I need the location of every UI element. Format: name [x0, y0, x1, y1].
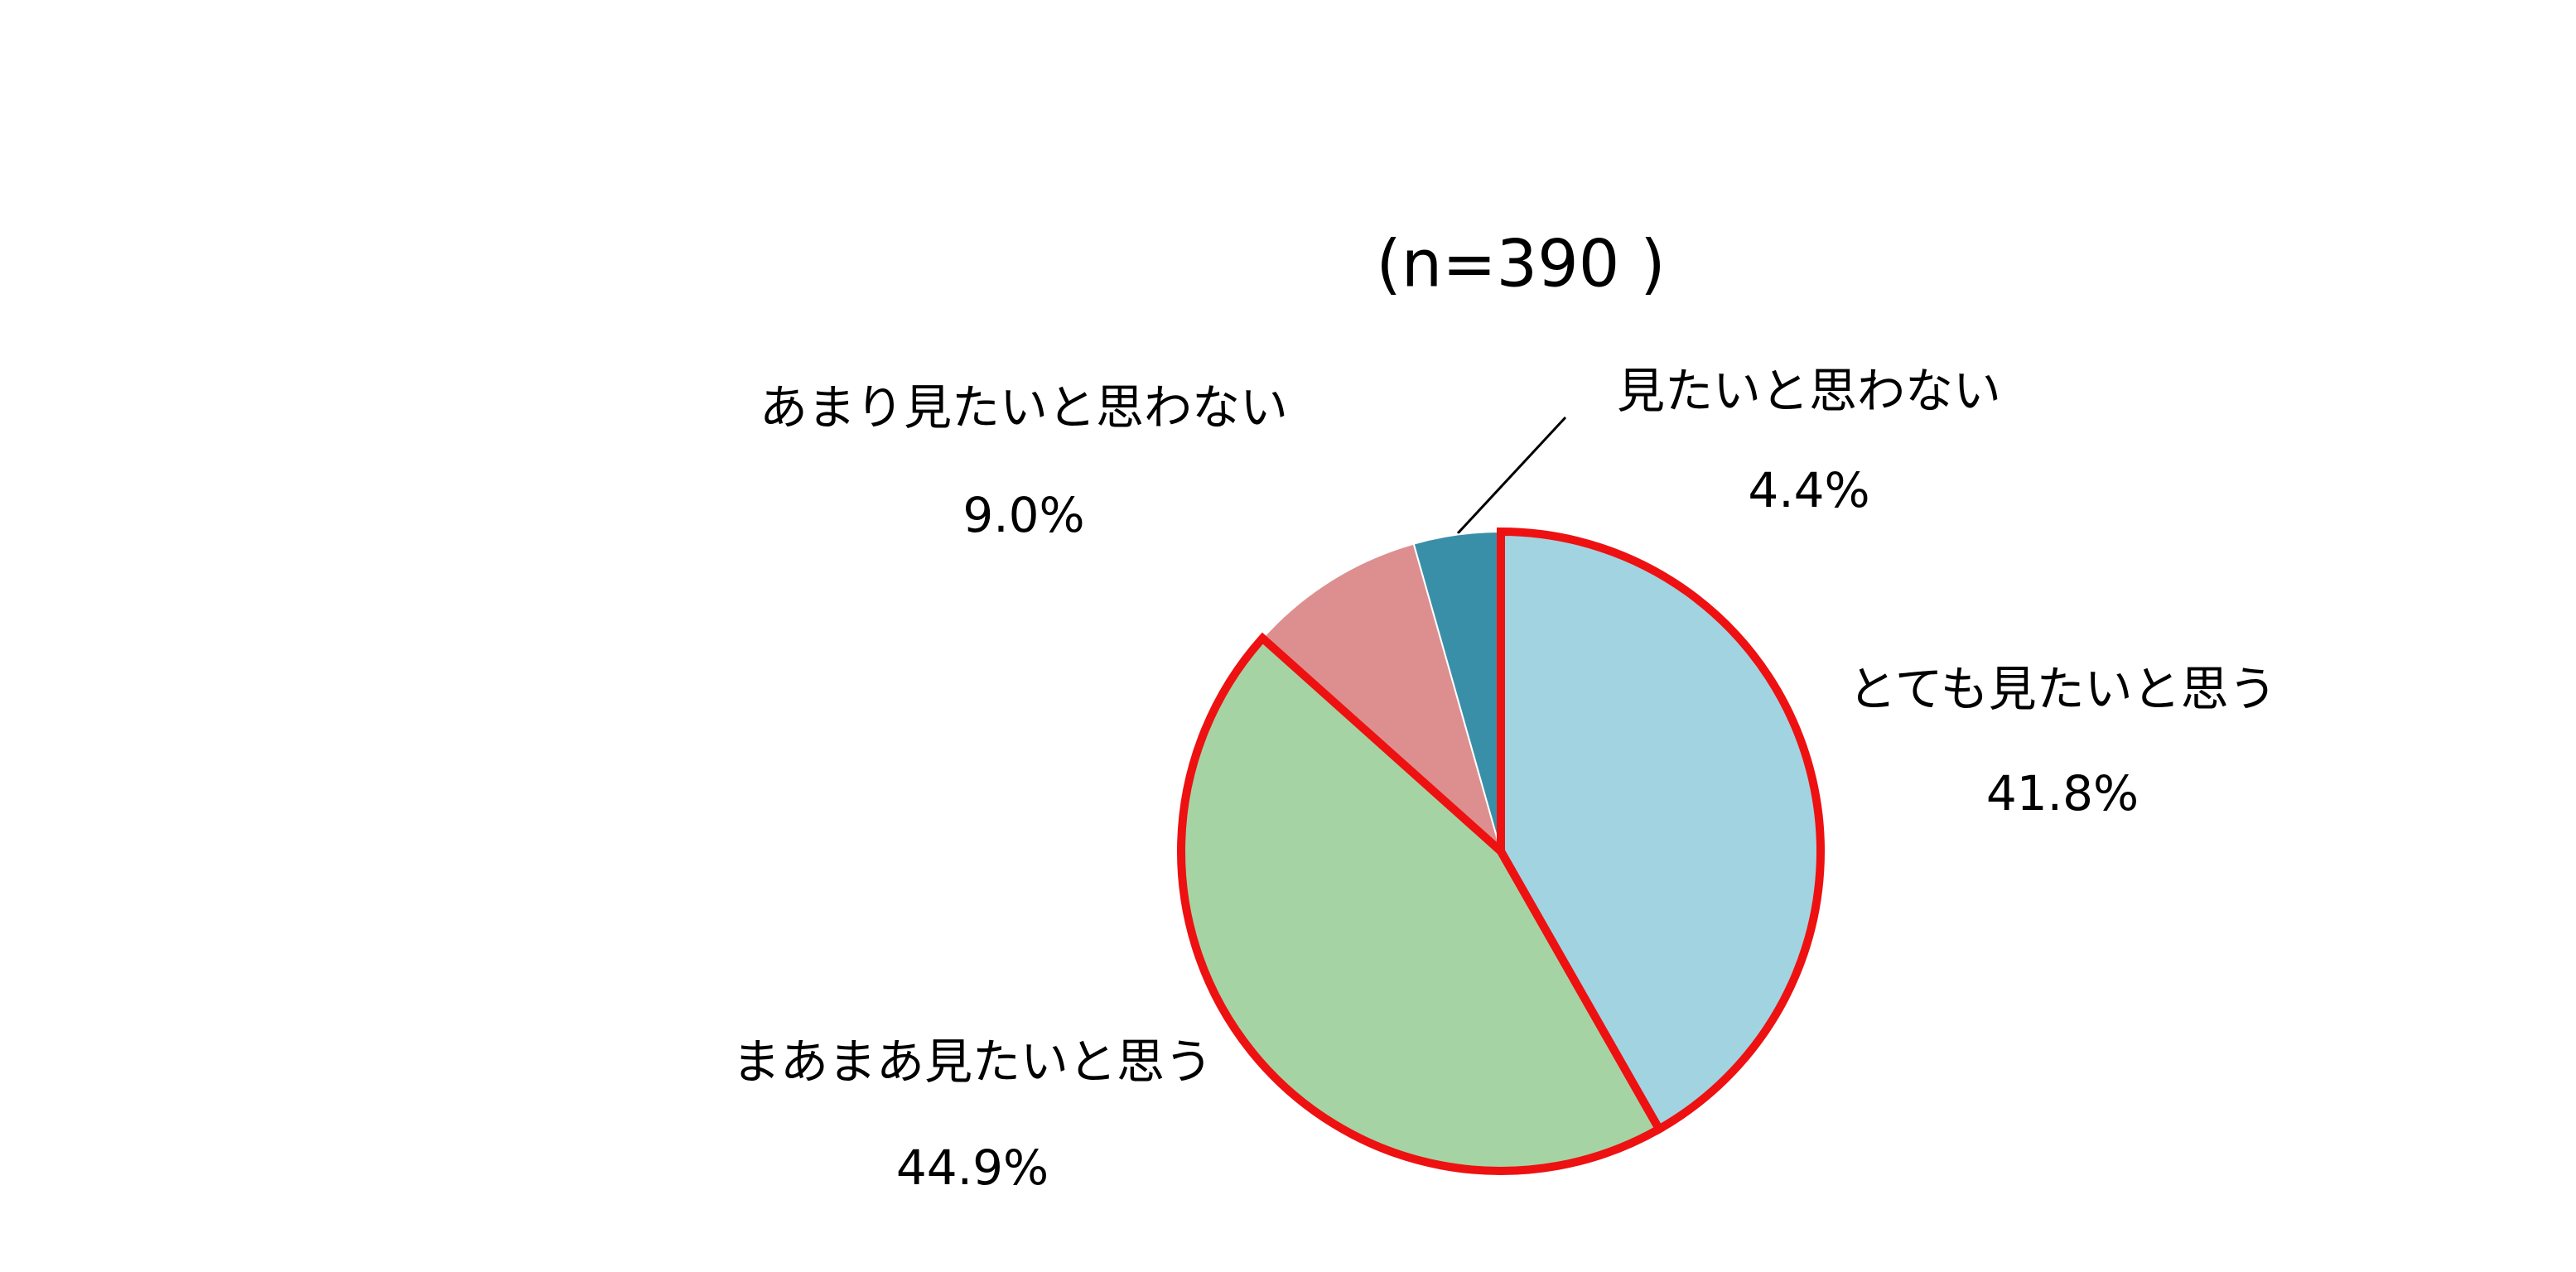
slice-value-label: 9.0%: [962, 487, 1084, 543]
slice-label: 見たいと思わない: [1617, 363, 2001, 419]
slice-value-label: 4.4%: [1748, 462, 1869, 518]
slice-label: まあまあ見たいと思う: [732, 1034, 1213, 1090]
chart-title: (n=390 ): [1376, 227, 1665, 301]
slice-label: とても見たいと思う: [1848, 661, 2276, 717]
leader-line: [1456, 416, 1567, 535]
slice-highlight: [1497, 527, 1825, 1135]
pie-slice: [1261, 542, 1503, 855]
slice-label: あまり見たいと思わない: [760, 379, 1288, 436]
slice-value-label: 41.8%: [1986, 765, 2139, 822]
slice-highlight: [1177, 632, 1665, 1175]
slice-value-label: 44.9%: [896, 1140, 1049, 1196]
